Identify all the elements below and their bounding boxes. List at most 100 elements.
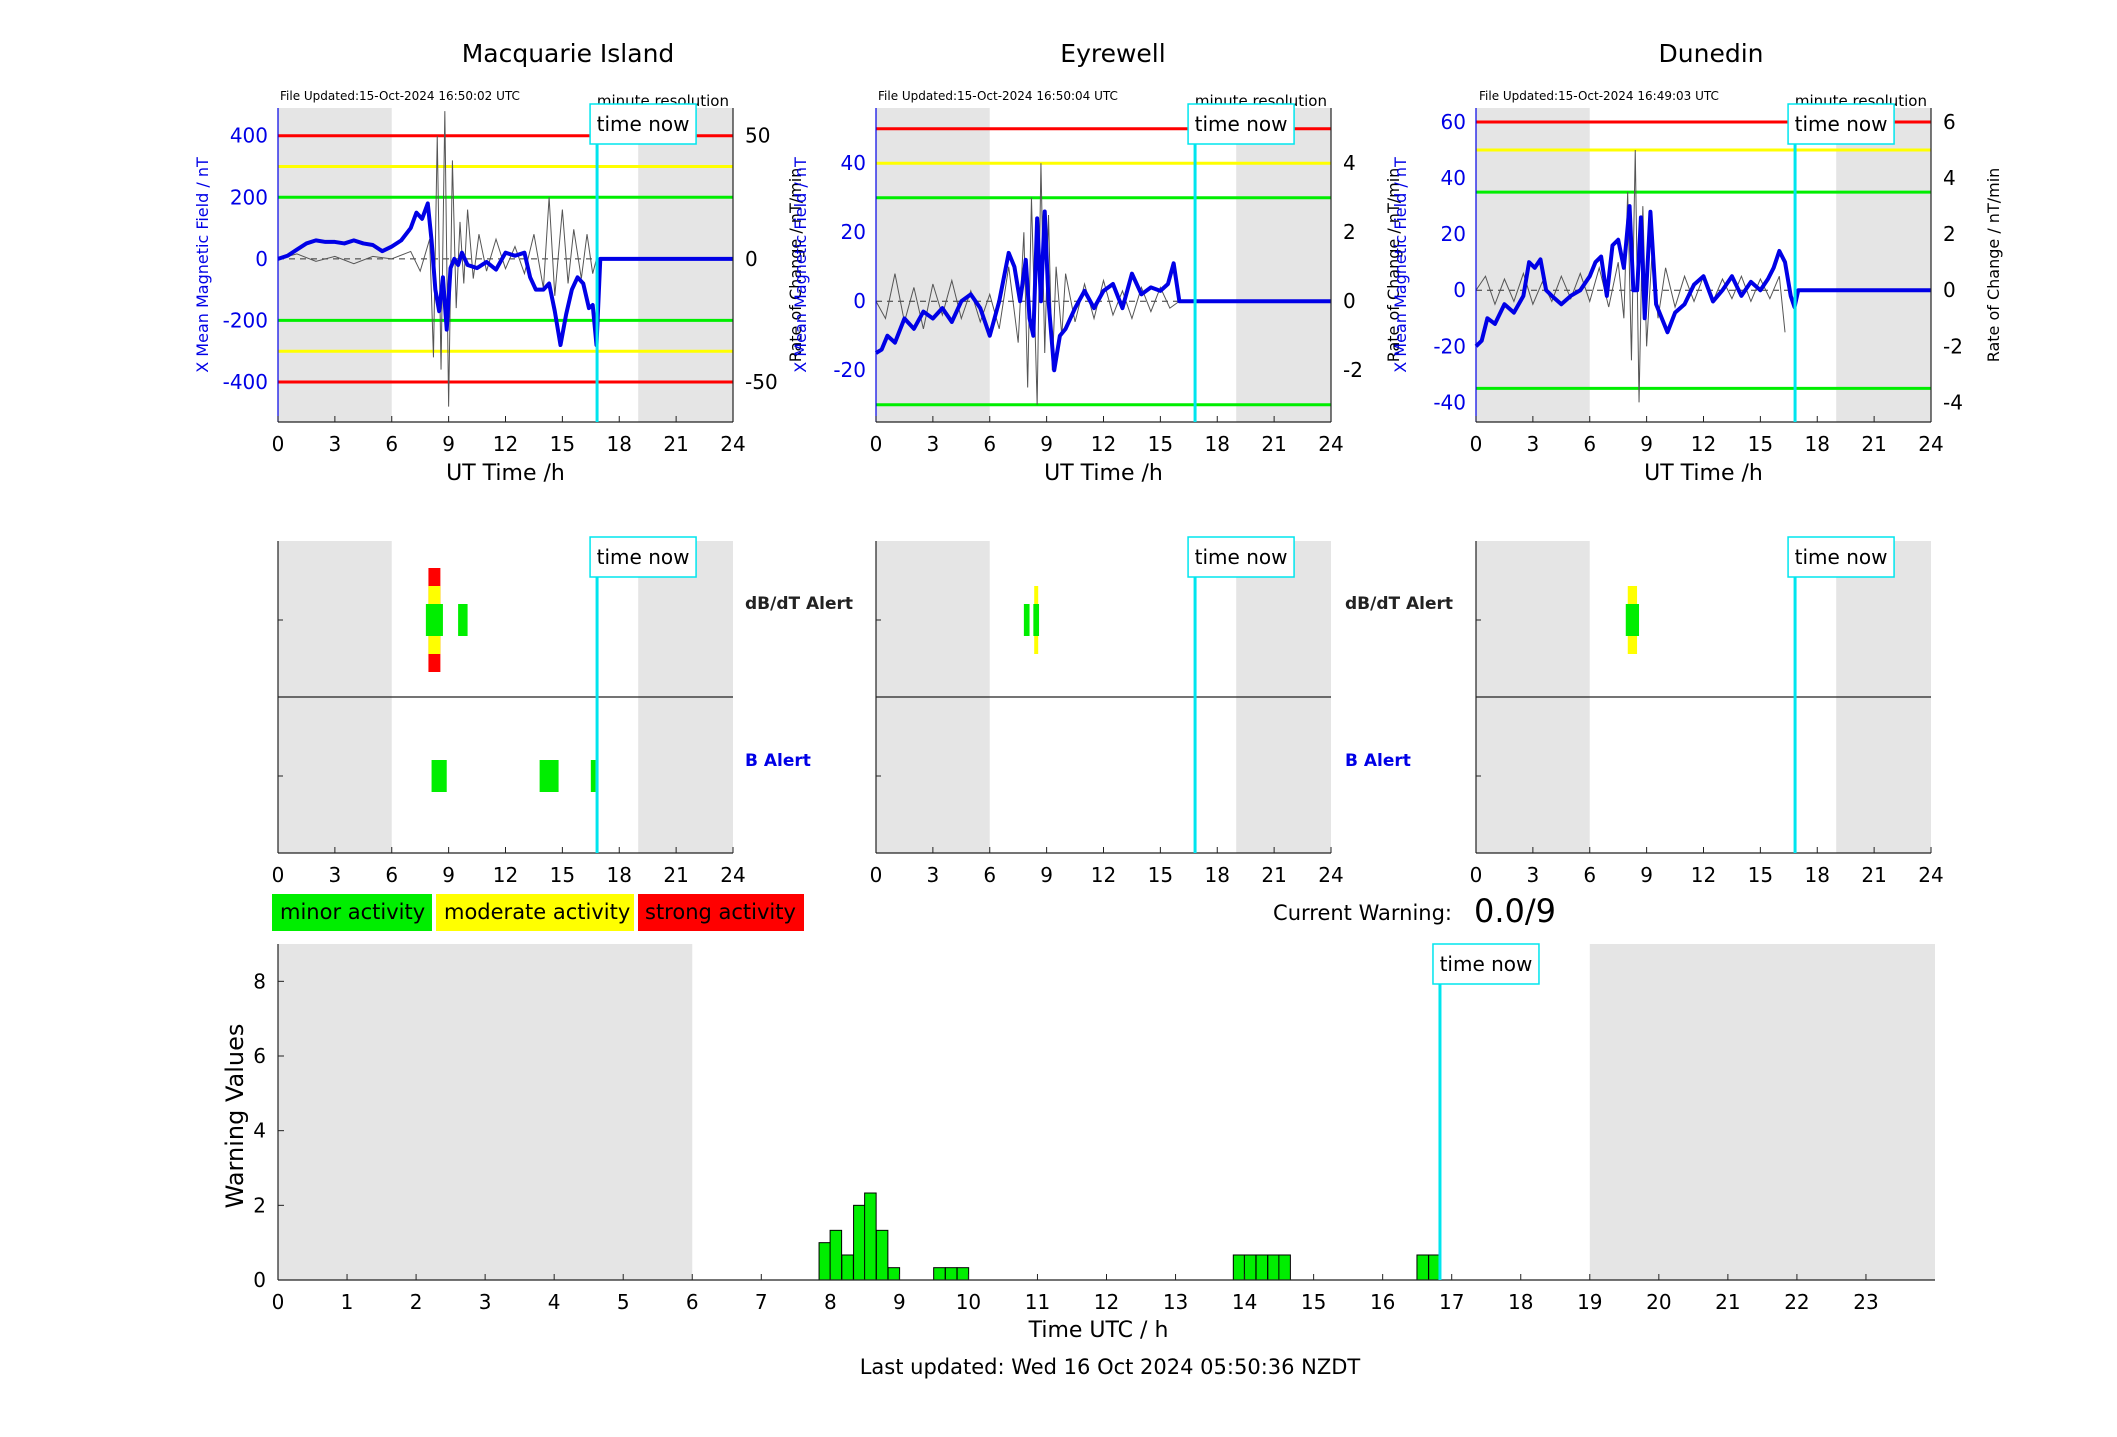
macquarie-island-field-panel: Macquarie Island File Updated:15-Oct-202… (193, 39, 805, 486)
x-tick-label: 0 (1470, 432, 1483, 456)
x-tick-label: 9 (442, 432, 455, 456)
y-tick-label: 4 (253, 1119, 266, 1143)
x-tick-label: 9 (1640, 432, 1653, 456)
current-warning-label: Current Warning: (1273, 901, 1452, 925)
warning-bar (933, 1267, 946, 1281)
time-now-label-box (1432, 943, 1540, 985)
y-tick-label: 6 (253, 1044, 266, 1068)
x-tick-label: 12 (493, 863, 518, 887)
right-tick-label: 6 (1943, 110, 1956, 134)
time-now-label-box (589, 536, 697, 578)
x-tick-label: 15 (1148, 863, 1173, 887)
warning-bar (864, 1192, 877, 1281)
x-tick-label: 21 (1261, 432, 1286, 456)
right-tick-label: -4 (1943, 390, 1963, 414)
warning-bar (1278, 1254, 1291, 1281)
x-axis-label: UT Time /h (1044, 461, 1163, 486)
x-tick-label: 5 (617, 1290, 630, 1314)
y-tick-label: 2 (253, 1193, 266, 1217)
x-tick-label: 18 (1805, 432, 1830, 456)
warning-bar (853, 1204, 866, 1281)
left-tick-label: 60 (1441, 110, 1466, 134)
x-tick-label: 12 (1691, 863, 1716, 887)
last-updated-footer: Last updated: Wed 16 Oct 2024 05:50:36 N… (860, 1355, 1361, 1379)
alert-cell-minor (431, 760, 447, 792)
x-tick-label: 10 (956, 1290, 981, 1314)
x-tick-label: 24 (720, 863, 745, 887)
x-tick-label: 6 (686, 1290, 699, 1314)
warning-bar (1243, 1254, 1257, 1281)
b-alert-label: B Alert (745, 751, 811, 771)
current-warning: Current Warning: 0.0/9 (1273, 892, 1556, 930)
file-updated-label: File Updated:15-Oct-2024 16:50:04 UTC (878, 89, 1118, 103)
legend-minor-swatch (272, 894, 432, 931)
warning-bar (944, 1267, 958, 1281)
x-tick-label: 3 (1527, 432, 1540, 456)
panel-title: Eyrewell (1060, 39, 1165, 68)
x-tick-label: 6 (1583, 432, 1596, 456)
time-now-label: time now (1795, 112, 1888, 136)
x-tick-label: 15 (1301, 1290, 1326, 1314)
right-axis-label: Rate of Change / nT/min (1984, 168, 2003, 363)
legend-moderate-label: moderate activity (444, 900, 630, 924)
time-now-label-box (1187, 103, 1295, 145)
dbdt-alert-label: dB/dT Alert (745, 594, 853, 614)
x-tick-label: 9 (442, 863, 455, 887)
right-tick-label: 4 (1943, 166, 1956, 190)
x-tick-label: 18 (607, 432, 632, 456)
x-tick-label: 1 (341, 1290, 354, 1314)
x-tick-label: 0 (272, 432, 285, 456)
warning-bar (875, 1229, 889, 1281)
x-tick-label: 12 (1091, 432, 1116, 456)
x-tick-label: 0 (272, 1290, 285, 1314)
x-tick-label: 9 (893, 1290, 906, 1314)
x-tick-label: 19 (1577, 1290, 1602, 1314)
x-tick-label: 3 (927, 863, 940, 887)
x-tick-label: 7 (755, 1290, 768, 1314)
right-tick-label: 0 (1943, 278, 1956, 302)
eyrewell-field-panel: Eyrewell File Updated:15-Oct-2024 16:50:… (791, 39, 1403, 486)
left-tick-label: 0 (1453, 278, 1466, 302)
night-shading (1589, 944, 1935, 1280)
x-tick-label: 9 (1040, 432, 1053, 456)
warning-bar (887, 1267, 901, 1281)
warning-bar (1255, 1254, 1269, 1281)
time-now-label: time now (1195, 112, 1288, 136)
file-updated-label: File Updated:15-Oct-2024 16:50:02 UTC (280, 89, 520, 103)
dbdt-alert-label: dB/dT Alert (1345, 594, 1453, 614)
x-tick-label: 0 (870, 863, 883, 887)
x-tick-label: 3 (1527, 863, 1540, 887)
night-shading (638, 108, 733, 422)
x-tick-label: 18 (1805, 863, 1830, 887)
x-tick-label: 0 (870, 432, 883, 456)
rate-of-change-series (1475, 150, 1786, 403)
x-tick-label: 15 (550, 432, 575, 456)
x-tick-label: 8 (824, 1290, 837, 1314)
alert-cell-minor (425, 604, 443, 636)
alert-panel-4: 0 3 6 9 12 15 18 21 24 time now (870, 536, 1344, 887)
x-axis-label: UT Time /h (1644, 461, 1763, 486)
time-now-label: time now (1795, 545, 1888, 569)
left-tick-label: 400 (230, 124, 268, 148)
x-tick-label: 2 (410, 1290, 423, 1314)
left-tick-label: -20 (833, 358, 866, 382)
legend-strong-swatch (638, 894, 804, 931)
x-tick-label: 24 (1918, 432, 1943, 456)
x-tick-label: 22 (1784, 1290, 1809, 1314)
x-tick-label: 3 (329, 863, 342, 887)
x-tick-label: 6 (1583, 863, 1596, 887)
y-tick-label: 8 (253, 969, 266, 993)
alert-panel-5: 0 3 6 9 12 15 18 21 24 time now (1470, 536, 1944, 887)
x-tick-label: 21 (1261, 863, 1286, 887)
warning-bar (829, 1229, 843, 1281)
legend-strong-label: strong activity (645, 900, 796, 924)
left-axis-label: X Mean Magnetic Field / nT (193, 157, 212, 373)
x-tick-label: 9 (1640, 863, 1653, 887)
x-tick-label: 21 (1861, 432, 1886, 456)
x-tick-label: 18 (607, 863, 632, 887)
time-now-label: time now (597, 112, 690, 136)
right-tick-label: -2 (1343, 358, 1363, 382)
time-now-label: time now (597, 545, 690, 569)
x-tick-label: 23 (1853, 1290, 1878, 1314)
